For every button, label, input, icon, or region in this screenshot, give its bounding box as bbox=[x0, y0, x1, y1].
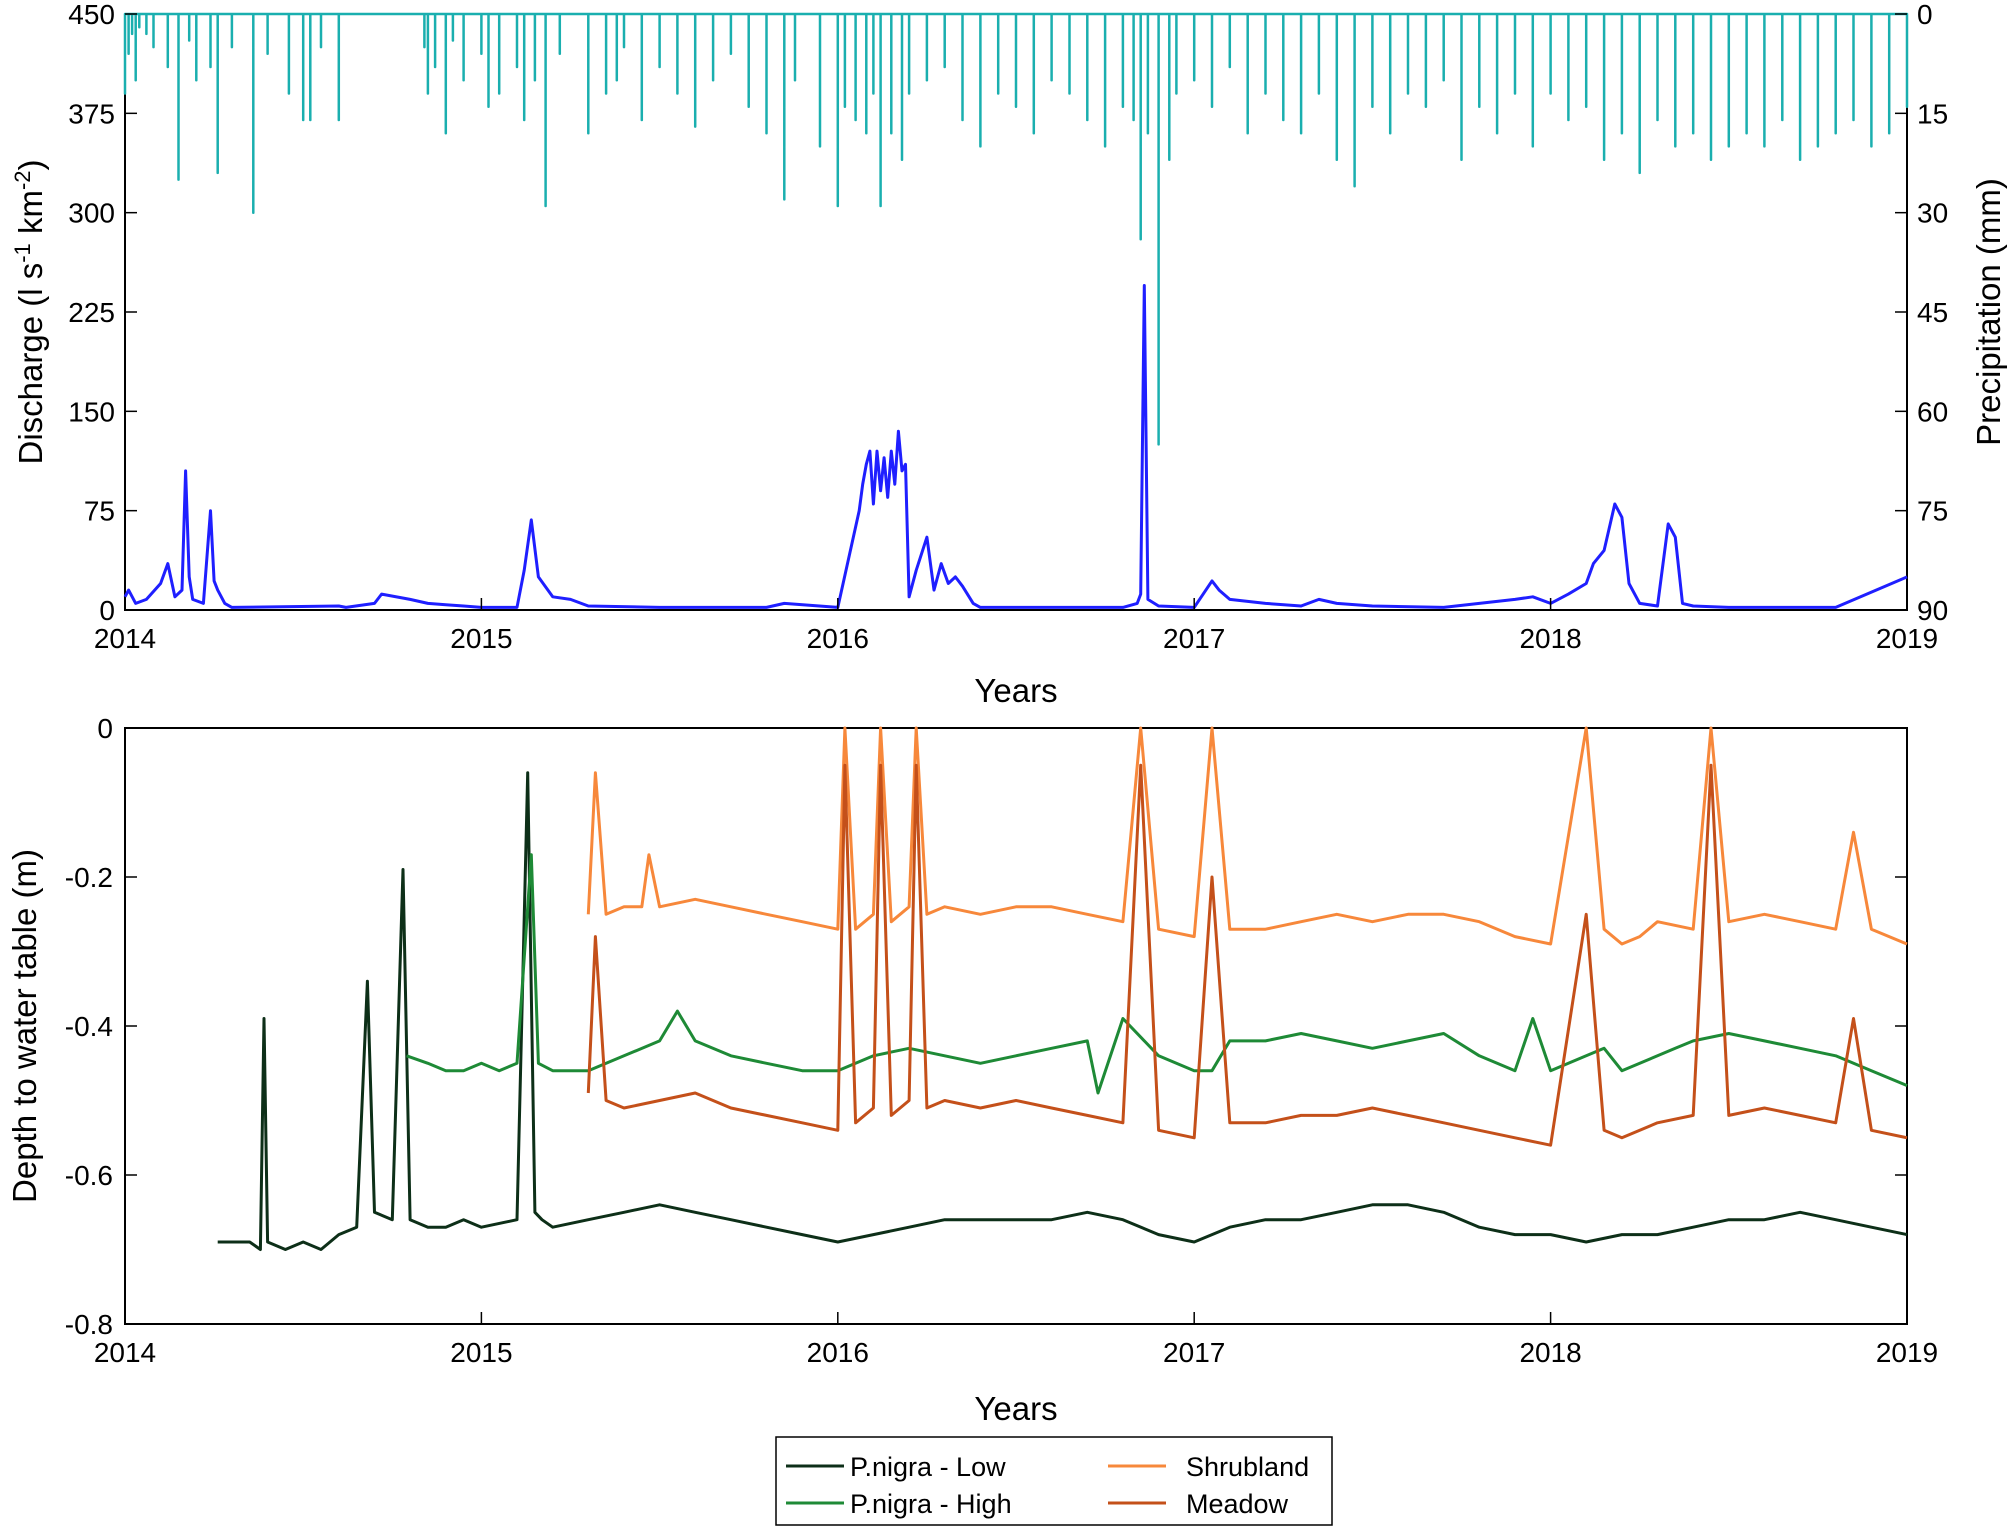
top-plot-frame bbox=[124, 13, 1908, 611]
top-y-right-tick-label: 0 bbox=[1917, 0, 1933, 30]
bottom-series-p-nigra-low-line bbox=[217, 771, 1908, 1251]
legend-label: Meadow bbox=[1186, 1489, 1289, 1519]
bottom-x-tick-label: 2016 bbox=[807, 1337, 869, 1368]
bottom-x-tick-label: 2015 bbox=[450, 1337, 512, 1368]
bottom-y-tick-label: 0 bbox=[97, 713, 113, 744]
top-y-ticks-left: 0 75 150 225 300 375 450 bbox=[68, 0, 137, 626]
top-y-axis-title-left-mid: km bbox=[12, 190, 49, 243]
top-series-layer bbox=[123, 12, 1909, 609]
top-series-precipitation-line bbox=[123, 12, 1909, 446]
top-y-axis-title-right: Precipitation (mm) bbox=[1970, 178, 2007, 446]
top-y-left-tick-label: 150 bbox=[68, 396, 115, 427]
top-y-right-tick-label: 60 bbox=[1917, 396, 1948, 427]
bottom-y-axis-title: Depth to water table (m) bbox=[6, 849, 43, 1203]
bottom-x-tick-label: 2018 bbox=[1519, 1337, 1581, 1368]
bottom-x-tick-label: 2019 bbox=[1876, 1337, 1938, 1368]
bottom-x-tick-label: 2017 bbox=[1163, 1337, 1225, 1368]
top-x-tick-label: 2016 bbox=[807, 623, 869, 654]
top-y-left-tick-label: 225 bbox=[68, 297, 115, 328]
top-x-tick-label: 2018 bbox=[1519, 623, 1581, 654]
legend-label: Shrubland bbox=[1186, 1452, 1309, 1482]
top-y-right-tick-label: 30 bbox=[1917, 198, 1948, 229]
top-series-discharge-line bbox=[123, 284, 1908, 609]
bottom-series-meadow-line bbox=[586, 763, 1908, 1147]
bottom-series-p-nigra-high-line bbox=[406, 853, 1908, 1095]
top-y-left-tick-label: 75 bbox=[84, 496, 115, 527]
bottom-y-ticks: 0 -0.2 -0.4 -0.6 -0.8 bbox=[65, 713, 1907, 1340]
bottom-y-tick-label: -0.6 bbox=[65, 1160, 113, 1191]
top-y-axis-title-left: Discharge (l s-1 km-2) bbox=[10, 159, 49, 464]
top-y-right-tick-label: 45 bbox=[1917, 297, 1948, 328]
top-panel: 2014 2015 2016 2017 2018 2019 075150225300375… bbox=[10, 0, 2007, 709]
top-y-left-tick-label: 300 bbox=[68, 198, 115, 229]
bottom-x-tick-label: 2014 bbox=[94, 1337, 156, 1368]
bottom-x-axis-title: Years bbox=[974, 1390, 1057, 1427]
top-y-left-tick-label: 450 bbox=[68, 0, 115, 30]
bottom-x-ticks: 2014 2015 2016 2017 2018 2019 bbox=[94, 1312, 1938, 1368]
top-y-left-tick-label: 375 bbox=[68, 98, 115, 129]
top-y-axis-title-left-end: ) bbox=[12, 159, 49, 170]
bottom-y-tick-label: -0.2 bbox=[65, 862, 113, 893]
legend: P.nigra - Low P.nigra - High Shrubland Mead… bbox=[775, 1436, 1333, 1526]
top-x-axis-title: Years bbox=[974, 672, 1057, 709]
top-x-tick-label: 2015 bbox=[450, 623, 512, 654]
bottom-series-layer bbox=[217, 726, 1908, 1251]
top-y-left-tick-label: 0 bbox=[99, 595, 115, 626]
legend-box bbox=[775, 1436, 1333, 1526]
legend-label: P.nigra - High bbox=[850, 1489, 1012, 1519]
top-y-axis-title-left-sup1: -1 bbox=[10, 243, 35, 263]
bottom-series-shrubland-line bbox=[586, 726, 1908, 946]
top-x-ticks: 2014 2015 2016 2017 2018 2019 bbox=[94, 598, 1938, 654]
bottom-panel: 2014 2015 2016 2017 2018 2019 0 -0.2 -0.4 -0.6 -0… bbox=[6, 713, 1938, 1427]
bottom-y-tick-label: -0.8 bbox=[65, 1309, 113, 1340]
top-y-axis-title-left-sup2: -2 bbox=[10, 170, 35, 190]
top-x-tick-label: 2019 bbox=[1876, 623, 1938, 654]
top-y-right-tick-label: 15 bbox=[1917, 98, 1948, 129]
bottom-y-tick-label: -0.4 bbox=[65, 1011, 113, 1042]
top-y-right-tick-label: 75 bbox=[1917, 496, 1948, 527]
top-y-right-tick-label: 90 bbox=[1917, 595, 1948, 626]
legend-label: P.nigra - Low bbox=[850, 1452, 1006, 1482]
top-x-tick-label: 2017 bbox=[1163, 623, 1225, 654]
legend-entries: P.nigra - Low P.nigra - High Shrubland Mead… bbox=[786, 1452, 1309, 1519]
top-y-ticks-right: 90 75 60 45 30 15 0 bbox=[1895, 0, 1948, 626]
top-x-tick-label: 2014 bbox=[94, 623, 156, 654]
